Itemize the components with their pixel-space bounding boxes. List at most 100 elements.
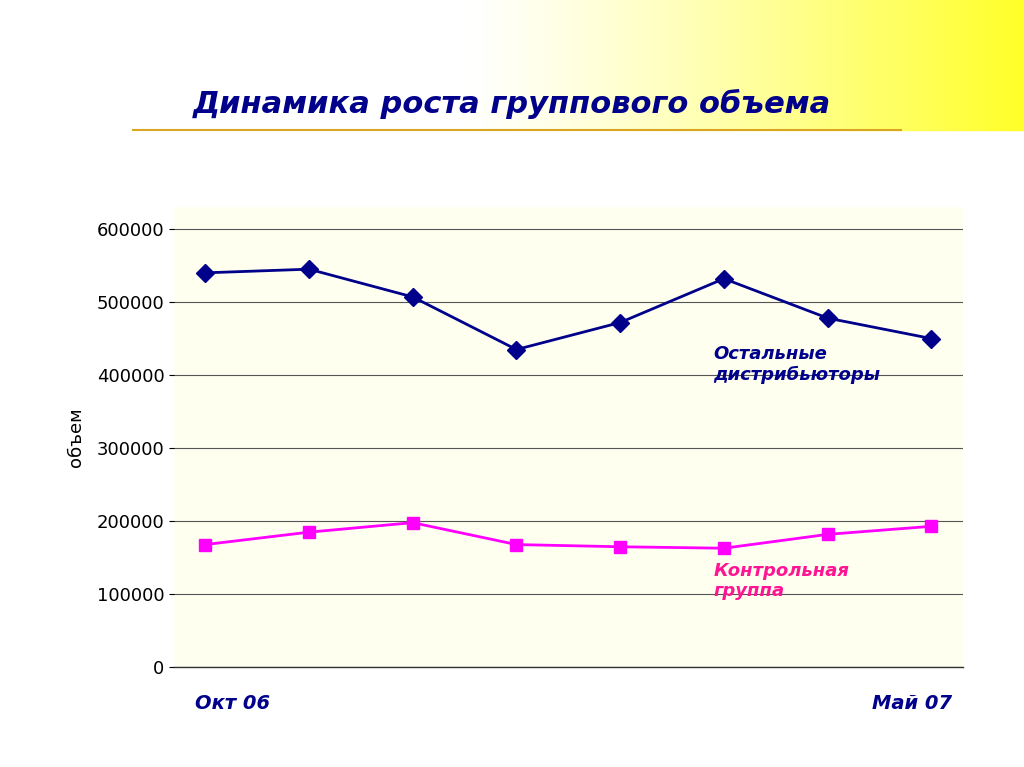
Bar <box>787 0 794 130</box>
Bar <box>557 0 563 130</box>
Bar <box>715 0 721 130</box>
Bar <box>535 0 541 130</box>
Bar <box>844 0 850 130</box>
Bar <box>855 0 861 130</box>
Bar <box>974 0 980 130</box>
Bar <box>883 0 889 130</box>
Bar <box>911 0 918 130</box>
Bar <box>697 0 703 130</box>
Bar <box>501 0 507 130</box>
Bar <box>641 0 647 130</box>
Bar <box>872 0 879 130</box>
Bar <box>596 0 602 130</box>
Bar <box>652 0 658 130</box>
Bar <box>923 0 929 130</box>
Text: Остальные
дистрибьюторы: Остальные дистрибьюторы <box>714 344 881 384</box>
Bar <box>805 0 811 130</box>
Bar <box>963 0 969 130</box>
Bar <box>630 0 636 130</box>
Bar <box>607 0 613 130</box>
Bar <box>489 0 496 130</box>
Bar <box>906 0 912 130</box>
Bar <box>720 0 726 130</box>
Bar <box>951 0 957 130</box>
Bar <box>702 0 709 130</box>
Bar <box>512 0 517 130</box>
Bar <box>889 0 895 130</box>
Bar <box>585 0 591 130</box>
Text: Окт 06: Окт 06 <box>195 694 269 713</box>
Bar <box>821 0 827 130</box>
Bar <box>815 0 821 130</box>
Bar <box>771 0 777 130</box>
Bar <box>602 0 608 130</box>
Bar <box>895 0 901 130</box>
Bar <box>833 0 839 130</box>
Bar <box>692 0 698 130</box>
Bar <box>1008 0 1014 130</box>
Bar <box>1013 0 1019 130</box>
Bar <box>506 0 512 130</box>
Bar <box>793 0 799 130</box>
Bar <box>647 0 653 130</box>
Bar <box>968 0 974 130</box>
Bar <box>799 0 805 130</box>
Bar <box>670 0 676 130</box>
Bar <box>748 0 754 130</box>
Bar <box>838 0 844 130</box>
Bar <box>900 0 906 130</box>
Bar <box>551 0 557 130</box>
Bar <box>827 0 834 130</box>
Text: Контрольная
группа: Контрольная группа <box>714 561 850 601</box>
Bar <box>528 0 535 130</box>
Text: Динамика роста группового объема: Динамика роста группового объема <box>193 89 831 119</box>
Bar <box>754 0 760 130</box>
Bar <box>850 0 856 130</box>
Bar <box>956 0 963 130</box>
Bar <box>1001 0 1008 130</box>
Bar <box>742 0 749 130</box>
Bar <box>737 0 743 130</box>
Bar <box>929 0 935 130</box>
Bar <box>934 0 940 130</box>
Bar <box>580 0 586 130</box>
Bar <box>995 0 1001 130</box>
Bar <box>618 0 625 130</box>
Bar <box>782 0 788 130</box>
Y-axis label: объем: объем <box>68 407 85 467</box>
Bar <box>467 0 473 130</box>
Bar <box>681 0 687 130</box>
Bar <box>878 0 884 130</box>
Bar <box>523 0 529 130</box>
Bar <box>635 0 641 130</box>
Bar <box>810 0 816 130</box>
Bar <box>940 0 946 130</box>
Bar <box>625 0 631 130</box>
Bar <box>477 0 484 130</box>
Bar <box>1018 0 1024 130</box>
Bar <box>725 0 731 130</box>
Bar <box>675 0 681 130</box>
Bar <box>686 0 692 130</box>
Bar <box>860 0 866 130</box>
Bar <box>709 0 715 130</box>
Bar <box>573 0 580 130</box>
Bar <box>664 0 670 130</box>
Bar <box>765 0 771 130</box>
Bar <box>483 0 489 130</box>
Bar <box>979 0 985 130</box>
Bar <box>495 0 501 130</box>
Bar <box>612 0 618 130</box>
Bar <box>866 0 872 130</box>
Bar <box>562 0 568 130</box>
Bar <box>567 0 573 130</box>
Bar <box>776 0 782 130</box>
Bar <box>472 0 478 130</box>
Bar <box>985 0 991 130</box>
Bar <box>517 0 523 130</box>
Bar <box>731 0 737 130</box>
Bar <box>461 0 467 130</box>
Text: Май 07: Май 07 <box>872 694 952 713</box>
Bar <box>760 0 766 130</box>
Bar <box>590 0 596 130</box>
